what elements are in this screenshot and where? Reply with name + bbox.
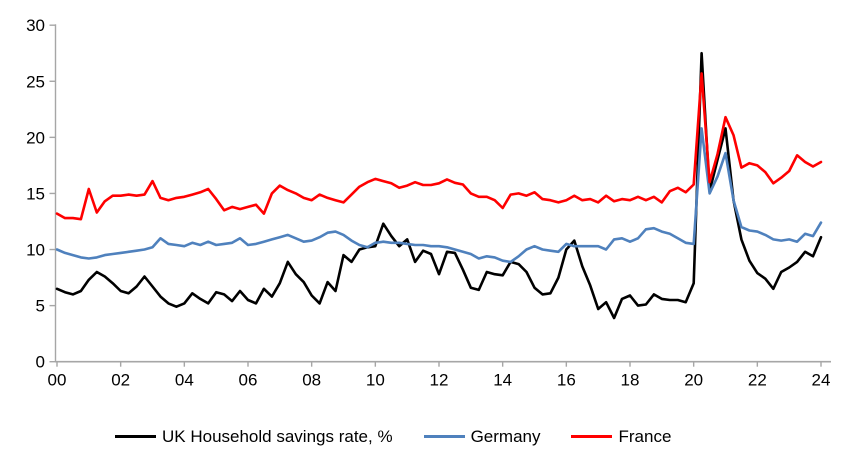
- x-tick-label: 24: [812, 371, 831, 390]
- legend-item-france: France: [571, 428, 671, 445]
- y-tick-label: 0: [36, 353, 45, 372]
- x-tick-label: 02: [111, 371, 130, 390]
- x-tick-label: 12: [430, 371, 449, 390]
- france-series-line: [55, 72, 823, 221]
- x-tick-label: 06: [239, 371, 258, 390]
- x-tick-label: 14: [493, 371, 512, 390]
- x-tick-label: 20: [684, 371, 703, 390]
- y-tick-label: 15: [26, 184, 45, 203]
- x-tick-label: 18: [621, 371, 640, 390]
- x-tick-label: 22: [748, 371, 767, 390]
- x-tick-label: 08: [302, 371, 321, 390]
- y-tick-label: 20: [26, 128, 45, 147]
- germany-series-line: [55, 127, 823, 264]
- legend-label-germany: Germany: [470, 427, 541, 446]
- legend: UK Household savings rate, % Germany Fra…: [115, 428, 671, 445]
- germany-line-swatch: [423, 435, 465, 438]
- x-tick-label: 16: [557, 371, 576, 390]
- y-tick-label: 30: [26, 16, 45, 35]
- x-tick-label: 04: [175, 371, 194, 390]
- legend-label-uk: UK Household savings rate, %: [162, 427, 393, 446]
- legend-item-germany: Germany: [423, 427, 541, 446]
- x-tick-label: 10: [366, 371, 385, 390]
- y-tick-label: 10: [26, 241, 45, 260]
- france-line-swatch: [571, 435, 613, 438]
- y-tick-label: 5: [36, 297, 45, 316]
- legend-item-uk: UK Household savings rate, %: [115, 428, 393, 445]
- y-tick-label: 25: [26, 72, 45, 91]
- x-tick-label: 00: [48, 371, 67, 390]
- uk-line-swatch: [115, 435, 156, 438]
- uk-series-line: [55, 51, 823, 320]
- savings-rate-line-chart: 0 5 10 15 20 25 30 00 02 04 06 08 10 12 14 16 18 20 22 24: [26, 16, 831, 390]
- legend-label-france: France: [618, 427, 672, 446]
